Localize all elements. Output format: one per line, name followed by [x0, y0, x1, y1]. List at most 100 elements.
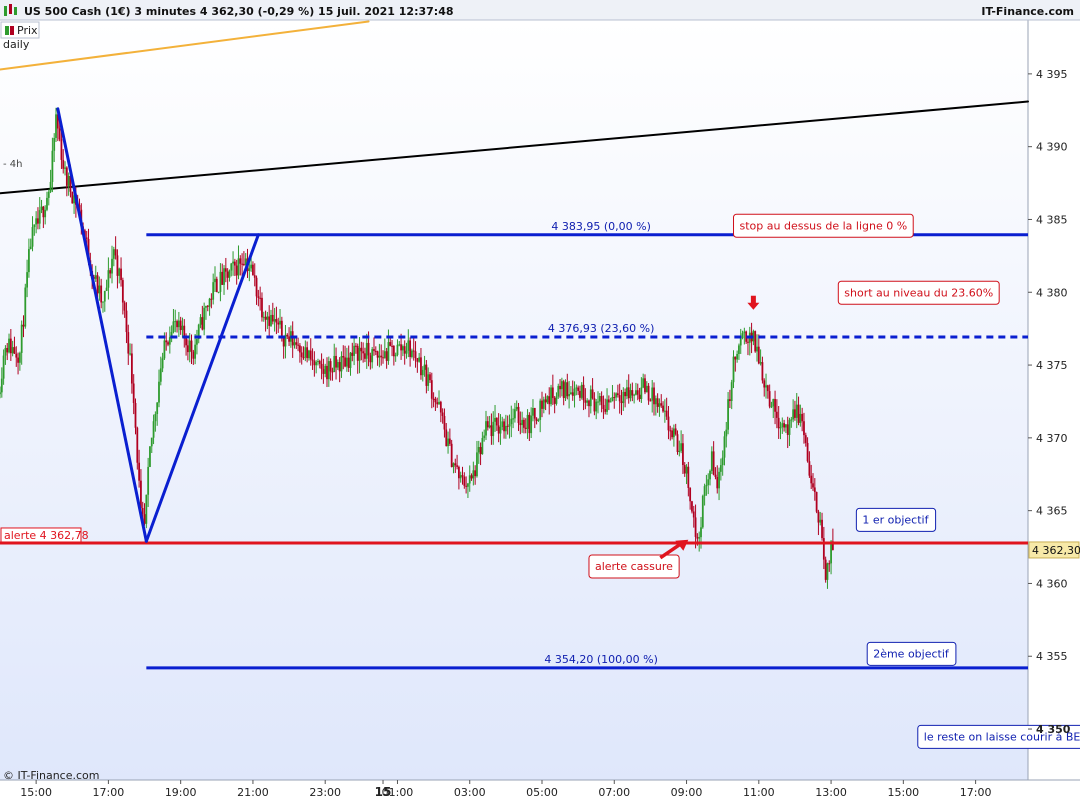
stop-note[interactable]: stop au dessus de la ligne 0 % [733, 213, 914, 238]
candle-body [98, 285, 101, 294]
target1-note[interactable]: 1 er objectif [855, 507, 937, 532]
candle-body [318, 361, 321, 364]
candle-body [503, 421, 505, 432]
candle-body [804, 435, 807, 443]
candle-body [533, 408, 536, 419]
candle-body [396, 344, 399, 355]
candle-body [403, 346, 406, 354]
candle-body [114, 249, 117, 256]
candle-body [71, 191, 74, 204]
candle-body [485, 421, 487, 436]
short-note[interactable]: short au niveau du 23.60% [837, 280, 1000, 305]
x-tick-label: 03:00 [454, 786, 486, 799]
candle-body [123, 302, 126, 311]
candle-body [0, 378, 3, 393]
candle-body [683, 465, 686, 474]
candle-body [803, 421, 805, 436]
candle-body [134, 402, 137, 428]
target2-note-text: 2ème objectif [873, 647, 950, 660]
candle-body [398, 344, 401, 346]
alert-break-note[interactable]: alerte cassure [588, 554, 680, 579]
black-resistance-line[interactable] [0, 100, 1029, 195]
candle-body [483, 435, 486, 438]
target2-note[interactable]: 2ème objectif [866, 641, 957, 666]
candle-body [794, 409, 796, 418]
candle-body [719, 465, 722, 472]
alert-tag[interactable]: alerte 4 362,78 [0, 527, 89, 543]
candle-body [438, 401, 440, 405]
candle-body [680, 443, 683, 451]
candle-body [792, 409, 795, 420]
candle-body [420, 357, 422, 376]
candle-body [526, 414, 529, 429]
candle-body [747, 341, 749, 343]
candle-body [609, 401, 612, 403]
candle-body [808, 461, 811, 476]
candle-body [759, 362, 762, 364]
candle-body [571, 392, 574, 396]
candle-body [539, 400, 542, 420]
candle-body [560, 381, 563, 390]
candle-body [100, 285, 103, 303]
rest-note[interactable]: le reste on laisse courir à BE [917, 724, 1080, 749]
candle-body [642, 378, 645, 388]
candle-body [416, 358, 419, 362]
candle-body [414, 351, 417, 359]
x-tick-label: 21:00 [237, 786, 269, 799]
x-tick-label: 17:00 [93, 786, 125, 799]
zigzag-down-line[interactable] [56, 107, 148, 543]
candle-body [235, 265, 238, 276]
candle-body [620, 401, 623, 404]
candle-body [718, 471, 720, 489]
alert-break-note-box [588, 554, 680, 579]
candle-body [716, 477, 719, 489]
alert-tag-box [0, 527, 82, 543]
candle-body [152, 421, 155, 438]
candle-body [700, 527, 702, 538]
candle-body [544, 399, 547, 403]
candle-body [228, 270, 231, 278]
candle-body [517, 406, 520, 424]
orange-trend-line[interactable] [0, 20, 370, 71]
candle-body [385, 351, 388, 361]
candle-body [772, 399, 775, 407]
candle-body [288, 336, 290, 342]
candle-body [663, 410, 666, 412]
zigzag-up-line[interactable] [144, 233, 260, 543]
candle-body [367, 342, 370, 356]
candle-body [304, 347, 307, 358]
candle-body [559, 385, 561, 390]
candle-body [38, 210, 41, 224]
axis-background [1028, 20, 1080, 780]
candle-body [712, 451, 715, 475]
candle-body [174, 321, 177, 323]
candle-body [293, 342, 296, 346]
candle-body [102, 301, 104, 303]
fib-23-6-label: 4 376,93 (23,60 %) [548, 322, 655, 335]
y-tick-label: 4 380 [1036, 286, 1068, 299]
candle-body [467, 483, 469, 487]
sub-timeframe-label: - 4h [3, 159, 23, 170]
candle-body [266, 316, 269, 320]
candle-body [138, 462, 141, 481]
y-tick-label: 4 360 [1036, 577, 1068, 590]
time-axis-background [0, 780, 1080, 800]
candle-body [355, 345, 357, 347]
candle-body [297, 344, 300, 346]
candle-body [568, 394, 571, 397]
candle-body [629, 390, 632, 399]
candle-body [329, 361, 332, 372]
candle-body [756, 346, 758, 352]
candle-body [42, 206, 45, 218]
candle-body [177, 320, 180, 328]
candle-body [212, 282, 215, 300]
candle-body [676, 434, 679, 452]
candle-body [797, 404, 800, 423]
candle-body [194, 344, 197, 359]
candle-body [777, 417, 780, 429]
candle-body [65, 167, 68, 186]
candle-body [232, 261, 234, 264]
candle-body [383, 351, 386, 359]
candle-body [653, 387, 655, 405]
